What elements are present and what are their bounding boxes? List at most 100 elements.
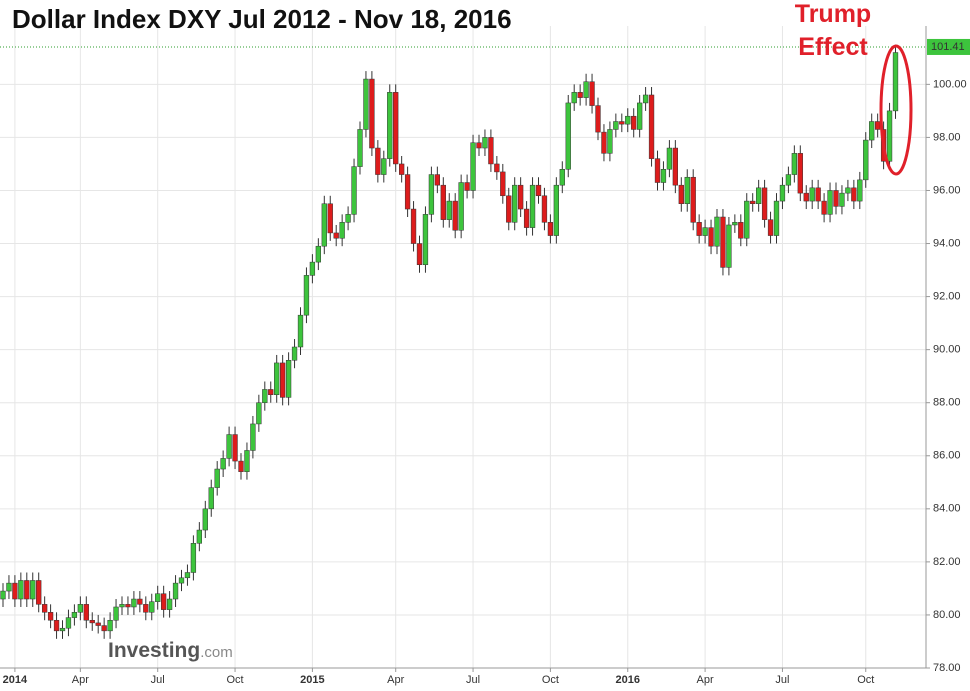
candle-body <box>607 129 613 154</box>
candle-body <box>470 142 476 191</box>
candle-body <box>833 190 839 207</box>
candle-body <box>708 227 714 247</box>
x-tick-label: Jul <box>466 674 480 686</box>
candle-body <box>36 580 42 605</box>
annotation: Effect <box>798 33 868 61</box>
candle-body <box>863 139 869 181</box>
candle-body <box>119 604 125 608</box>
candle-body <box>482 137 488 149</box>
candle-body <box>315 245 322 263</box>
candle-body <box>250 423 256 451</box>
candle-body <box>369 78 375 149</box>
candle-body <box>512 184 518 223</box>
y-tick-label: 86.00 <box>933 450 961 462</box>
candle-body <box>303 275 310 316</box>
candle-body <box>428 174 435 215</box>
x-tick-label: 2015 <box>300 674 324 686</box>
candle-body <box>803 192 809 202</box>
y-tick-label: 90.00 <box>933 344 961 356</box>
candle-body <box>506 195 512 223</box>
y-tick-label: 94.00 <box>933 237 961 249</box>
candle-body <box>208 487 214 510</box>
candle-body <box>660 169 667 183</box>
annotation-ellipse <box>879 44 913 176</box>
candle-body <box>375 147 381 175</box>
candle-body <box>321 203 327 247</box>
candle-body <box>613 121 619 130</box>
candle-body <box>232 434 238 462</box>
grid <box>0 26 926 669</box>
candle-body <box>345 214 351 223</box>
candle-body <box>434 174 441 186</box>
candle-body <box>577 92 583 98</box>
candle-body <box>268 389 274 396</box>
candle-body <box>631 115 637 130</box>
candle-body <box>559 169 565 186</box>
candle-body <box>12 582 18 600</box>
candle-body <box>256 402 262 425</box>
candle-body <box>89 619 95 624</box>
candle-body <box>327 203 333 234</box>
chart-title: Dollar Index DXY Jul 2012 - Nov 18, 2016 <box>12 4 512 34</box>
candle-body <box>131 598 137 608</box>
candle-body <box>18 580 24 600</box>
x-tick-label: 2016 <box>616 674 640 686</box>
candle-body <box>172 582 179 600</box>
candle-body <box>196 529 202 544</box>
candle-body <box>285 360 292 398</box>
candle-body <box>821 200 827 215</box>
candles <box>0 44 899 639</box>
candle-body <box>113 606 119 621</box>
candle-body <box>738 222 744 239</box>
candle-body <box>494 163 500 173</box>
candle-body <box>166 598 173 610</box>
x-tick-label: Oct <box>857 674 874 686</box>
candle-body <box>678 184 684 204</box>
candle-body <box>791 153 798 175</box>
candle-body <box>190 543 197 573</box>
candle-body <box>488 137 494 165</box>
candle-body <box>767 219 774 236</box>
candle-body <box>351 166 357 215</box>
candle-body <box>333 232 339 239</box>
candle-body <box>851 187 857 202</box>
candle-body <box>601 131 607 154</box>
candle-body <box>535 184 542 197</box>
candle-body <box>892 52 899 112</box>
candle-body <box>500 171 506 197</box>
candle-body <box>452 200 458 231</box>
candle-body <box>226 434 232 459</box>
candle-body <box>553 184 560 236</box>
candle-body <box>732 222 738 226</box>
annotation: Trump <box>795 0 871 28</box>
candle-body <box>202 508 208 531</box>
candle-body <box>869 121 875 141</box>
x-tick-label: Oct <box>542 674 559 686</box>
candle-body <box>416 243 423 266</box>
candle-body <box>464 182 470 191</box>
y-tick-label: 78.00 <box>933 662 961 674</box>
candle-body <box>297 314 304 348</box>
candle-body <box>42 604 48 613</box>
candle-body <box>529 184 536 228</box>
candle-body <box>339 222 345 239</box>
y-tick-label: 98.00 <box>933 131 961 143</box>
candle-body <box>672 147 679 186</box>
candle-body <box>696 222 702 236</box>
candle-body <box>357 129 363 167</box>
candle-body <box>714 216 720 247</box>
candle-body <box>95 622 101 626</box>
candle-body <box>523 208 530 228</box>
candle-body <box>839 192 845 207</box>
candle-body <box>750 200 756 204</box>
axes: 78.00 80.00 82.00 84.00 86.00 88.00 90.00 92.00… <box>0 38 970 686</box>
y-tick-label: 96.00 <box>933 184 961 196</box>
y-tick-label: 88.00 <box>933 397 961 409</box>
x-tick-label: Jul <box>775 674 789 686</box>
candle-body <box>571 92 577 104</box>
candle-body <box>24 580 30 600</box>
candle-body <box>65 617 72 629</box>
candle-body <box>648 94 655 159</box>
watermark: Investing.com <box>108 639 233 662</box>
